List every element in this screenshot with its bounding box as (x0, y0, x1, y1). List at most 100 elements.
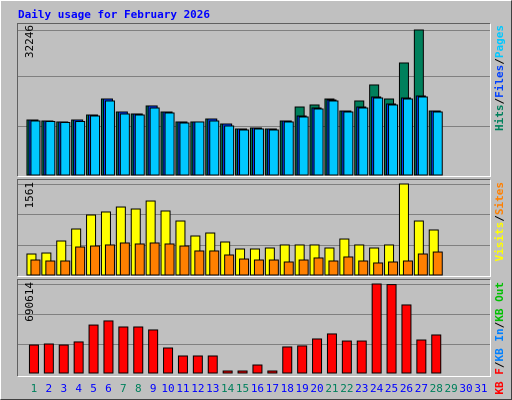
bar (177, 355, 188, 374)
x-tick-label: 10 (161, 382, 174, 395)
x-tick-label: 19 (296, 382, 309, 395)
bar (194, 121, 205, 176)
bar (343, 256, 354, 276)
x-tick-label: 5 (90, 382, 97, 395)
legend-entry: KB Out (493, 282, 506, 322)
x-tick-label: 23 (355, 382, 368, 395)
bar (164, 112, 175, 176)
x-tick-label: 25 (385, 382, 398, 395)
x-tick-label: 21 (325, 382, 338, 395)
bar (253, 128, 264, 176)
bar (417, 253, 428, 276)
bar (224, 125, 235, 176)
bar (45, 120, 56, 176)
bar (222, 370, 233, 374)
x-tick-label: 1 (31, 382, 38, 395)
bar (267, 370, 278, 374)
x-tick-label: 6 (105, 382, 112, 395)
bar (313, 257, 324, 276)
bar (164, 243, 175, 276)
bar (133, 326, 144, 374)
y-tick-label: 1561 (23, 182, 36, 209)
bar (43, 343, 54, 374)
x-tick-label: 2 (46, 382, 53, 395)
bar (356, 340, 367, 374)
bar (149, 107, 160, 176)
legend: KB F/KB In/KB Out (493, 282, 506, 395)
bar (253, 259, 264, 276)
bar (298, 116, 309, 176)
x-tick-label: 7 (120, 382, 127, 395)
legend-entry: Pages (493, 25, 506, 58)
bar (28, 344, 39, 374)
bar (209, 250, 220, 276)
bar (282, 346, 293, 374)
x-tick-label: 18 (281, 382, 294, 395)
bar (75, 246, 86, 276)
bar (207, 355, 218, 374)
bar (416, 339, 427, 374)
x-tick-label: 9 (150, 382, 157, 395)
bar (268, 129, 279, 176)
bar (163, 347, 174, 374)
bar (90, 115, 101, 176)
legend-separator: / (493, 215, 506, 222)
bar (388, 261, 399, 276)
bar (58, 344, 69, 374)
chart-title: Daily usage for February 2026 (18, 8, 210, 21)
bar (417, 96, 428, 176)
bar (386, 284, 397, 374)
y-tick-label: 32246 (23, 25, 36, 58)
bar (149, 242, 160, 276)
bar (373, 262, 384, 276)
bar (224, 254, 235, 276)
bar (358, 260, 369, 276)
bar (341, 340, 352, 374)
legend-entry: Sites (493, 182, 506, 215)
y-tick-label: 690614 (23, 282, 36, 322)
x-tick-label: 12 (191, 382, 204, 395)
x-tick-label: 17 (266, 382, 279, 395)
bar (312, 338, 323, 374)
legend-separator: / (493, 98, 506, 105)
x-tick-label: 13 (206, 382, 219, 395)
bar (209, 120, 220, 176)
bar (134, 114, 145, 176)
bar (192, 355, 203, 374)
x-tick-label: 29 (445, 382, 458, 395)
bar (371, 283, 382, 374)
bar (60, 121, 71, 176)
x-tick-label: 3 (60, 382, 67, 395)
bar (252, 364, 263, 374)
x-tick-label: 16 (251, 382, 264, 395)
bar (134, 243, 145, 276)
bar (298, 259, 309, 276)
x-tick-label: 11 (176, 382, 189, 395)
bar (237, 370, 248, 374)
bar (60, 260, 71, 276)
bar (45, 260, 56, 276)
bar (88, 324, 99, 374)
legend-separator: / (493, 361, 506, 368)
bar (268, 259, 279, 276)
bar (343, 111, 354, 176)
bar (118, 326, 129, 374)
bar (179, 122, 190, 176)
bar (239, 258, 250, 276)
bar (30, 120, 41, 176)
bar (431, 334, 442, 374)
bar (283, 121, 294, 176)
legend-entry: Files (493, 65, 506, 98)
bar (388, 104, 399, 176)
x-tick-label: 22 (340, 382, 353, 395)
legend-entry: KB In (493, 328, 506, 361)
bar (402, 98, 413, 176)
x-tick-label: 20 (310, 382, 323, 395)
bar (283, 261, 294, 276)
bar (119, 242, 130, 276)
x-tick-label: 4 (75, 382, 82, 395)
bar (401, 304, 412, 374)
